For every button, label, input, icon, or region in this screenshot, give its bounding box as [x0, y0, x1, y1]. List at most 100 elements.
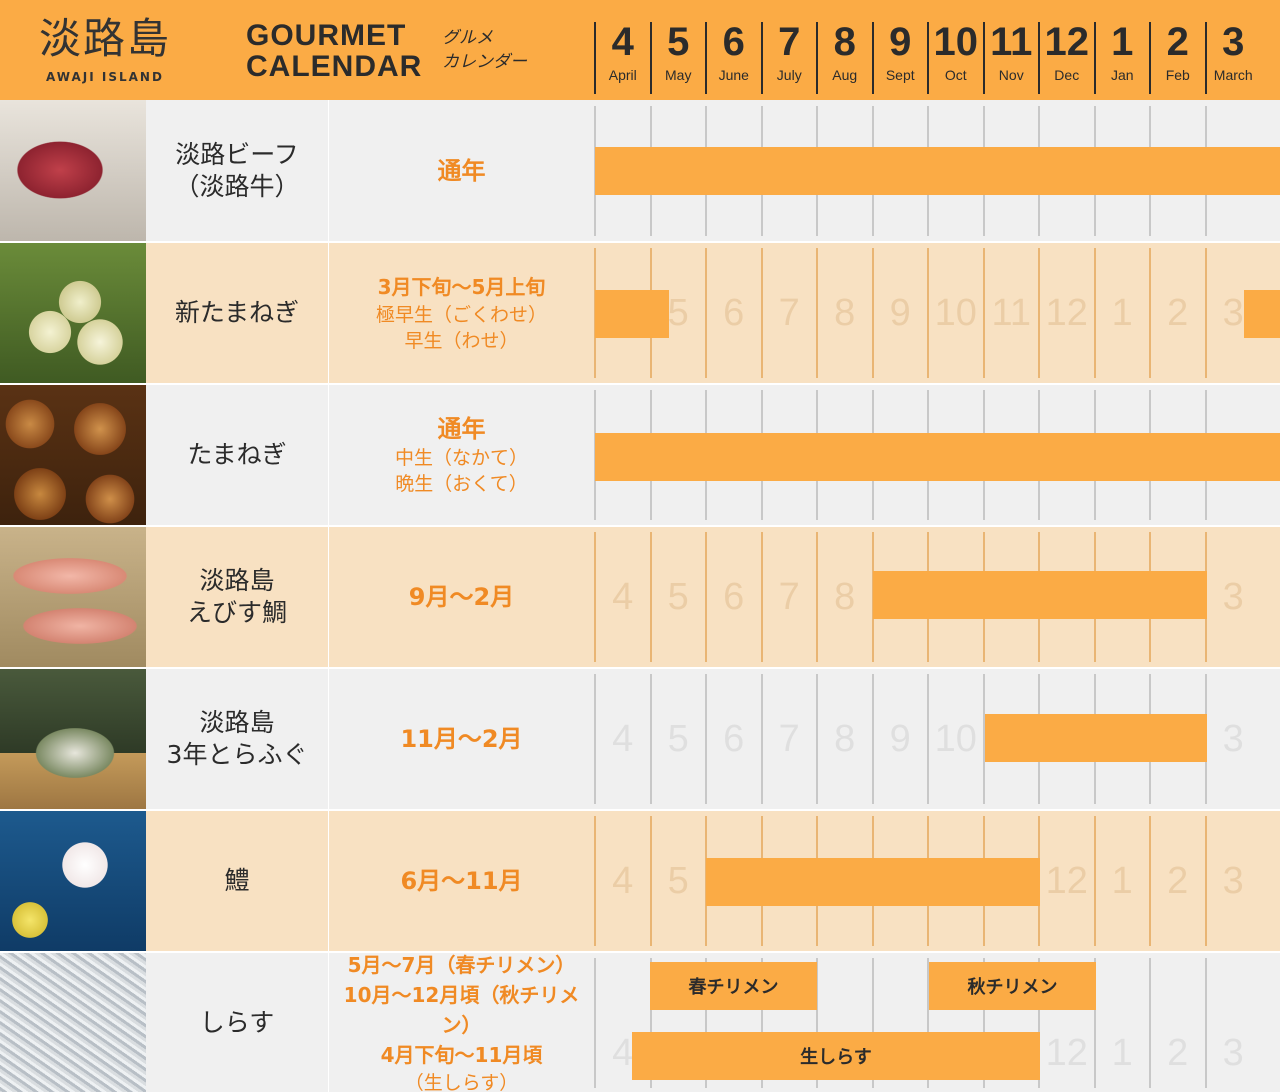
- faded-month-number: 10: [934, 717, 977, 760]
- faded-month-number: 6: [723, 291, 745, 334]
- month-gridline: [816, 532, 818, 662]
- season-bar-raw-shirasu: 生しらす: [632, 1032, 1040, 1080]
- faded-month-number: 12: [1045, 291, 1088, 334]
- faded-month-number: 9: [889, 291, 911, 334]
- food-name-line: たまねぎ: [187, 440, 287, 469]
- month-gridline: [1038, 958, 1040, 1088]
- month-gridline: [1204, 248, 1207, 378]
- month-gridline: [649, 816, 652, 946]
- faded-month-number: 4: [612, 859, 634, 902]
- month-gridline: [871, 248, 874, 378]
- food-name-line: （淡路牛）: [174, 172, 300, 201]
- month-name: Aug: [832, 67, 858, 83]
- header-divider: [1038, 22, 1040, 94]
- season-bar-hamo: [706, 858, 1040, 906]
- month-gridline: [594, 674, 596, 804]
- season-text: 11月～2月: [330, 668, 593, 810]
- month-number: 5: [667, 20, 690, 64]
- season-bar-new-onion-march: [1244, 290, 1280, 338]
- row-separator: [0, 525, 1280, 527]
- beef-photo: [0, 100, 146, 242]
- month-name: June: [718, 67, 749, 83]
- food-name-line: しらす: [199, 1008, 275, 1037]
- season-line: 晩生（おくて）: [395, 473, 528, 495]
- page-title: GOURMET CALENDAR: [246, 20, 422, 82]
- faded-month-number: 4: [612, 575, 634, 618]
- shirasu-photo: [0, 952, 146, 1092]
- month-header-sept: 9 Sept: [873, 18, 929, 94]
- hamo-photo: [0, 810, 146, 952]
- title-ja-line-2: カレンダー: [442, 52, 527, 72]
- food-row-pufferfish: 淡路島 3年とらふぐ 11月～2月 4 5 6 7 8 9 10 3: [0, 668, 1280, 810]
- title-line-1: GOURMET: [246, 19, 407, 52]
- food-name: 淡路島 えびす鯛: [146, 526, 329, 668]
- header-divider: [1093, 22, 1096, 94]
- food-name-line: 淡路島: [199, 566, 275, 595]
- faded-month-number: 2: [1167, 1031, 1189, 1074]
- season-line: 4月下旬～11月頃: [380, 1043, 543, 1067]
- faded-month-number: 12: [1045, 1031, 1088, 1074]
- season-line: 3月下旬～5月上旬: [377, 275, 546, 299]
- faded-month-number: 1: [1111, 291, 1133, 334]
- month-gridline: [760, 674, 763, 804]
- faded-month-number: 6: [723, 575, 745, 618]
- faded-month-number: 1: [1111, 1031, 1133, 1074]
- food-name: 新たまねぎ: [146, 242, 329, 384]
- faded-month-number: 5: [667, 717, 689, 760]
- month-gridline: [760, 532, 763, 662]
- faded-month-number: 8: [834, 291, 856, 334]
- logo-english: AWAJI ISLAND: [46, 70, 164, 84]
- month-gridline: [1204, 958, 1207, 1088]
- month-number: 2: [1166, 20, 1189, 64]
- month-number: 1: [1111, 20, 1134, 64]
- faded-month-number: 2: [1167, 291, 1189, 334]
- month-gridline: [1149, 958, 1151, 1088]
- month-number: 10: [933, 20, 979, 64]
- faded-month-number: 3: [1222, 1031, 1244, 1074]
- month-gridline: [1149, 816, 1151, 946]
- month-number: 4: [611, 20, 634, 64]
- faded-month-number: 9: [889, 717, 911, 760]
- month-gridline: [705, 248, 707, 378]
- month-gridline: [1093, 248, 1096, 378]
- header-divider: [760, 22, 763, 94]
- season-line: 中生（なかて）: [394, 447, 528, 469]
- month-name: Sept: [885, 67, 915, 83]
- header-divider: [1204, 22, 1207, 94]
- month-number: 12: [1044, 20, 1090, 64]
- food-name-line: 淡路ビーフ: [175, 140, 299, 169]
- season-text: 3月下旬～5月上旬 極早生（ごくわせ） 早生（わせ）: [330, 242, 593, 384]
- row-separator: [0, 241, 1280, 243]
- month-header-april: 4 April: [595, 18, 651, 94]
- faded-month-number: 2: [1167, 859, 1189, 902]
- pufferfish-photo: [0, 668, 146, 810]
- month-gridline: [705, 674, 707, 804]
- faded-month-number: 5: [667, 859, 689, 902]
- header-divider: [705, 22, 707, 94]
- header-divider: [1149, 22, 1151, 94]
- season-text: 5月～7月（春チリメン） 10月～12月頃（秋チリメン） 4月下旬～11月頃 （生しら…: [330, 952, 593, 1092]
- header-divider: [816, 22, 818, 94]
- month-gridline: [1149, 248, 1151, 378]
- month-gridline: [982, 248, 985, 378]
- title-ja-line-1: グルメ: [442, 28, 493, 48]
- header: 淡路島 AWAJI ISLAND GOURMET CALENDAR グルメ カレ…: [0, 0, 1280, 100]
- month-number: 8: [833, 20, 856, 64]
- season-text: 通年 中生（なかて） 晩生（おくて）: [330, 384, 593, 526]
- month-gridline: [594, 532, 596, 662]
- season-bar-pufferfish: [985, 714, 1207, 762]
- season-bar-spring-chirimen: 春チリメン: [650, 962, 817, 1010]
- faded-month-number: 6: [723, 717, 745, 760]
- month-name: Jan: [1110, 67, 1134, 83]
- page-title-ja: グルメ カレンダー: [442, 26, 527, 74]
- season-bar-new-onion-spring: [595, 290, 669, 338]
- month-header-march: 3 March: [1206, 18, 1262, 94]
- logo-kanji: 淡路島: [38, 14, 171, 63]
- season-bar-onion: [595, 433, 1280, 481]
- month-gridline: [705, 532, 707, 662]
- onion-photo: [0, 384, 146, 526]
- new-onion-photo: [0, 242, 146, 384]
- faded-month-number: 1: [1111, 859, 1133, 902]
- month-name: July: [776, 67, 802, 83]
- faded-month-number: 5: [667, 575, 689, 618]
